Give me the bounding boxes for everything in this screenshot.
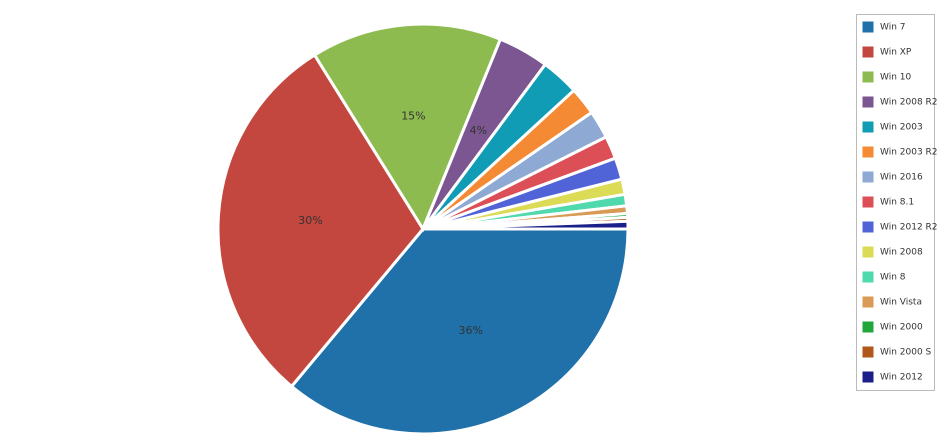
pie-slice <box>422 219 630 231</box>
legend-swatch <box>861 70 875 84</box>
legend-swatch <box>861 295 875 309</box>
legend-label: Win 2012 <box>880 373 923 383</box>
legend-label: Win 2003 R2 <box>880 148 938 158</box>
legend-label: Win 2000 S <box>880 348 932 358</box>
legend-label: Win Vista <box>880 298 922 308</box>
legend-label: Win 8.1 <box>880 198 914 208</box>
legend-swatch <box>861 195 875 209</box>
legend-label: Win 7 <box>880 23 906 33</box>
pie-slice <box>216 52 425 389</box>
legend-label: Win 2003 <box>880 123 923 133</box>
legend-label: Win 10 <box>880 73 911 83</box>
legend-label: Win 8 <box>880 273 906 283</box>
pie-slice <box>312 22 503 233</box>
pie-slice <box>289 227 630 436</box>
legend-swatch <box>861 220 875 234</box>
data-label: 4% <box>470 124 487 137</box>
legend-label: Win 2008 <box>880 248 923 258</box>
legend-swatch <box>861 145 875 159</box>
legend-swatch <box>861 20 875 34</box>
data-label: 30% <box>298 214 322 227</box>
legend-swatch <box>861 320 875 334</box>
legend-swatch <box>861 120 875 134</box>
legend-label: Win 2000 <box>880 323 923 333</box>
legend-swatch <box>861 370 875 384</box>
legend-swatch <box>861 45 875 59</box>
legend-swatch <box>861 270 875 284</box>
legend-swatch <box>861 170 875 184</box>
data-label: 36% <box>459 324 483 337</box>
legend-swatch <box>861 245 875 259</box>
legend-label: Win XP <box>880 48 912 58</box>
data-label: 15% <box>401 110 425 123</box>
legend-label: Win 2008 R2 <box>880 98 938 108</box>
legend-swatch <box>861 345 875 359</box>
legend-label: Win 2012 R2 <box>880 223 938 233</box>
legend-swatch <box>861 95 875 109</box>
legend-label: Win 2016 <box>880 173 923 183</box>
